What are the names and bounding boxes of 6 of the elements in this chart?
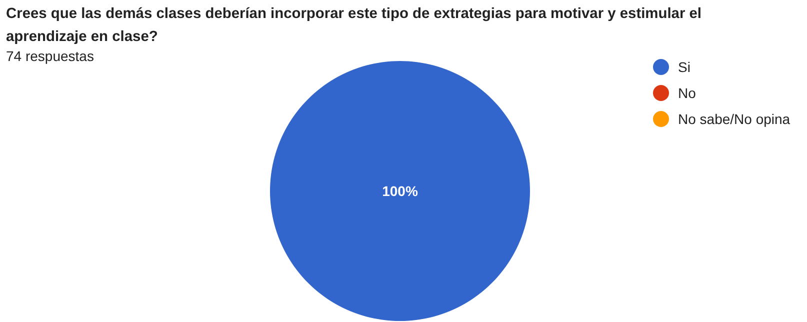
legend-label: Si xyxy=(678,59,690,75)
legend-label: No xyxy=(678,85,696,101)
text: 74 respuestas xyxy=(6,48,94,64)
legend-label: No sabe/No opina xyxy=(678,111,790,127)
data-label: 100% xyxy=(382,183,418,199)
chart-title: Crees que las demás clases deberían incorporar este tipo de extrategias para motivar y estimular el aprendizaje en clase? xyxy=(6,5,703,47)
